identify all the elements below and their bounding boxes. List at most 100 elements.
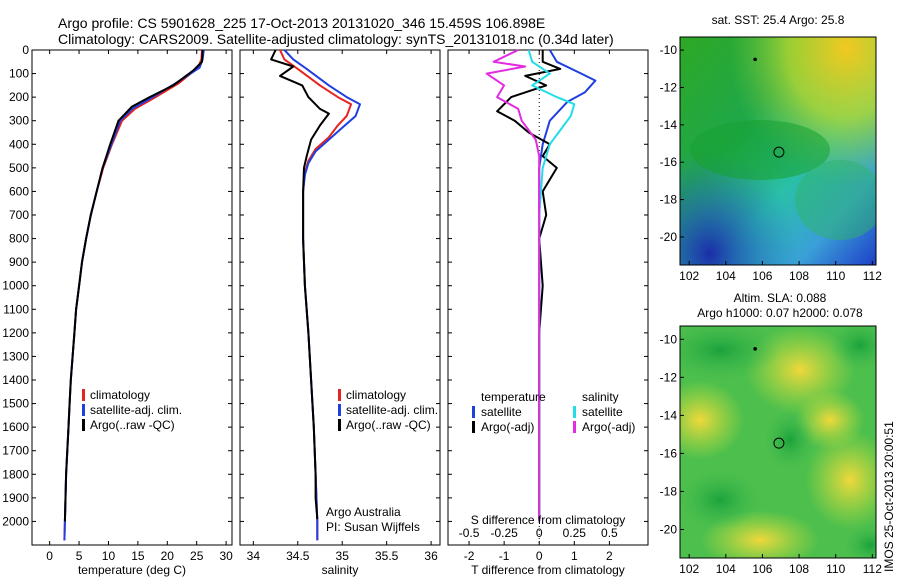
sla-map-title-2: Argo h1000: 0.07 h2000: 0.078 bbox=[697, 306, 863, 320]
legend-swatch bbox=[338, 389, 341, 401]
x-tick-label: 0 bbox=[536, 549, 543, 563]
y-tick-label: 1300 bbox=[2, 349, 29, 363]
difference-panel: -2 -1 0 1 2 -0.5 -0.25 0 0.25 0.5 T difference fro… bbox=[447, 49, 649, 577]
sal-annotation-1: Argo Australia bbox=[326, 505, 401, 519]
secondary-x-tick-label: 0 bbox=[536, 526, 543, 540]
series-line-argo-raw-qc- bbox=[270, 49, 330, 520]
y-tick-label: 700 bbox=[9, 208, 29, 222]
map-x-tick-label: 110 bbox=[826, 269, 845, 283]
x-tick-label: 34 bbox=[247, 549, 261, 563]
title-line2: Climatology: CARS2009. Satellite-adjuste… bbox=[58, 31, 614, 47]
x-tick-label: 35 bbox=[336, 549, 350, 563]
island-dot-marker bbox=[753, 57, 757, 62]
sla-map-title-1: Altim. SLA: 0.088 bbox=[734, 291, 827, 305]
x-tick-label: 15 bbox=[131, 549, 145, 563]
diff-top-label: S difference from climatology bbox=[471, 513, 626, 527]
y-tick-label: 500 bbox=[9, 161, 29, 175]
map-y-tick-label: -18 bbox=[660, 484, 678, 498]
title-line1: Argo profile: CS 5901628_225 17-Oct-2013… bbox=[58, 15, 545, 31]
argo-position-marker bbox=[773, 146, 785, 158]
sla-heatmap bbox=[680, 326, 876, 558]
series-line-argo-raw-qc- bbox=[63, 49, 204, 522]
y-tick-label: 1200 bbox=[2, 326, 29, 340]
y-tick-label: 2000 bbox=[2, 514, 29, 528]
sst-heatmap bbox=[680, 37, 876, 265]
map-x-tick-label: 102 bbox=[679, 562, 699, 576]
legend-swatch bbox=[82, 419, 85, 431]
sla-map-panel: Altim. SLA: 0.088 Argo h1000: 0.07 h2000… bbox=[660, 291, 883, 576]
map-x-tick-label: 108 bbox=[789, 562, 809, 576]
map-y-tick-label: -20 bbox=[660, 230, 678, 244]
y-tick-label: 300 bbox=[9, 114, 29, 128]
sst-map-panel: sat. SST: 25.4 Argo: 25.8 102 104 106 108 11… bbox=[660, 13, 883, 283]
secondary-x-tick-label: 0.25 bbox=[563, 526, 587, 540]
x-axis-label: salinity bbox=[322, 563, 359, 577]
y-tick-label: 1900 bbox=[2, 491, 29, 505]
map-x-tick-label: 108 bbox=[789, 269, 809, 283]
legend-label: Argo(..raw -QC) bbox=[90, 418, 175, 432]
sla-map-frame bbox=[679, 325, 877, 559]
legend-swatch bbox=[338, 419, 341, 431]
y-tick-label: 1600 bbox=[2, 420, 29, 434]
x-tick-label: -2 bbox=[464, 549, 475, 563]
sst-map-title: sat. SST: 25.4 Argo: 25.8 bbox=[712, 13, 845, 27]
legend-swatch bbox=[338, 404, 341, 416]
map-y-tick-label: -12 bbox=[660, 370, 678, 384]
y-tick-label: 1800 bbox=[2, 467, 29, 481]
x-tick-label: 36 bbox=[424, 549, 438, 563]
diff-legend-temp-sat-swatch bbox=[472, 406, 475, 418]
plot-frame bbox=[239, 49, 441, 546]
diff-legend-sal-sat-swatch bbox=[573, 406, 576, 418]
sst-map-frame bbox=[679, 36, 877, 266]
y-tick-label: 0 bbox=[22, 43, 29, 57]
y-tick-label: 600 bbox=[9, 184, 29, 198]
map-y-tick-label: -16 bbox=[660, 155, 678, 169]
y-tick-label: 1700 bbox=[2, 444, 29, 458]
map-x-tick-label: 106 bbox=[752, 562, 772, 576]
map-x-tick-label: 112 bbox=[863, 269, 882, 283]
x-tick-label: 20 bbox=[161, 549, 175, 563]
y-tick-label: 900 bbox=[9, 255, 29, 269]
x-tick-label: -1 bbox=[499, 549, 510, 563]
map-y-tick-label: -20 bbox=[660, 522, 678, 536]
y-tick-label: 200 bbox=[9, 90, 29, 104]
diff-legend-sal-sat: satellite bbox=[582, 405, 623, 419]
legend-label: climatology bbox=[90, 388, 150, 402]
x-tick-label: 0 bbox=[46, 549, 53, 563]
argo-position-marker bbox=[773, 437, 785, 449]
diff-legend-sal-argo: Argo(-adj) bbox=[582, 420, 635, 434]
secondary-x-tick-label: -0.25 bbox=[490, 526, 518, 540]
legend-label: climatology bbox=[346, 388, 406, 402]
map-x-tick-label: 102 bbox=[679, 269, 699, 283]
diff-legend-sal-argo-swatch bbox=[573, 421, 576, 433]
x-tick-label: 35.5 bbox=[375, 549, 399, 563]
x-tick-label: 5 bbox=[76, 549, 83, 563]
legend-swatch bbox=[82, 404, 85, 416]
legend-label: satellite-adj. clim. bbox=[90, 403, 182, 417]
legend-swatch bbox=[82, 389, 85, 401]
x-tick-label: 34.5 bbox=[286, 549, 310, 563]
map-y-tick-label: -14 bbox=[660, 118, 678, 132]
plot-frame bbox=[31, 49, 233, 546]
diff-legend-temp-argo: Argo(-adj) bbox=[481, 420, 534, 434]
salinity-panel: 34 34.5 35 35.5 36 salinity climatologysatelli… bbox=[239, 49, 441, 577]
map-y-tick-label: -14 bbox=[660, 408, 678, 422]
map-y-tick-label: -10 bbox=[660, 332, 678, 346]
x-tick-label: 10 bbox=[102, 549, 116, 563]
series-line-salinity-argo-adj- bbox=[485, 49, 541, 522]
temperature-panel: 0100200300400500600700800900100011001200… bbox=[2, 43, 233, 577]
y-tick-label: 400 bbox=[9, 137, 29, 151]
map-y-tick-label: -18 bbox=[660, 193, 678, 207]
x-axis-label: temperature (deg C) bbox=[78, 563, 186, 577]
footer-timestamp: IMOS 25-Oct-2013 20:00:51 bbox=[882, 421, 896, 572]
x-tick-label: 2 bbox=[606, 549, 613, 563]
sal-annotation-2: PI: Susan Wijffels bbox=[326, 520, 420, 534]
secondary-x-tick-label: -0.5 bbox=[459, 526, 480, 540]
y-tick-label: 800 bbox=[9, 232, 29, 246]
map-y-tick-label: -10 bbox=[660, 43, 678, 57]
map-x-tick-label: 106 bbox=[752, 269, 772, 283]
diff-legend-temp-heading: temperature bbox=[481, 390, 546, 404]
legend-label: satellite-adj. clim. bbox=[346, 403, 438, 417]
x-tick-label: 30 bbox=[219, 549, 233, 563]
